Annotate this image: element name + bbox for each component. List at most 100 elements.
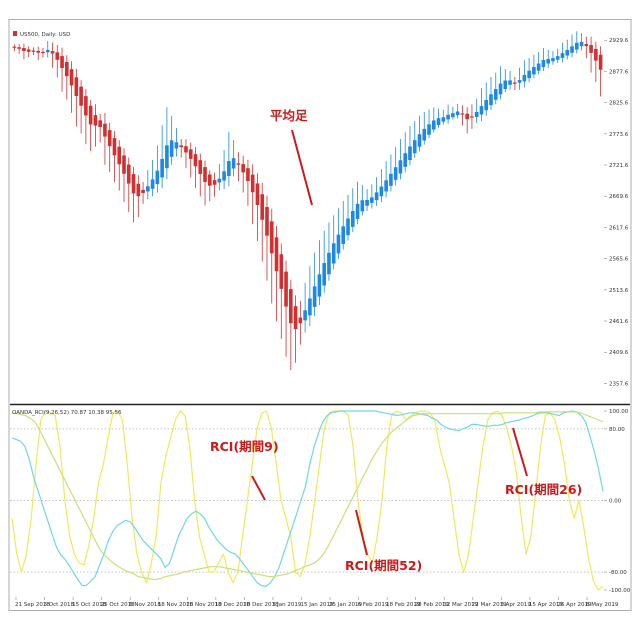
time-tick-label-20: 8 May 2019 [586,602,619,608]
candle-body [474,111,479,117]
candle-body [198,160,203,174]
candle-body [17,47,21,49]
time-tick-label-3: 25 Oct 2018 [101,602,136,608]
candle-body [303,310,307,321]
candle-body [555,56,560,60]
time-tick-label-11: 25 Jan 2019 [329,602,362,608]
candle-body [174,142,179,149]
candle-body [64,62,69,77]
candle-body [255,183,260,206]
candle-body [293,306,298,330]
candle-body [169,140,174,157]
candle-body [98,120,102,128]
candle-body [284,271,288,307]
candle-body [327,252,331,275]
symbol-icon [13,31,17,36]
candle-body [112,138,117,156]
candle-body [541,60,546,68]
rci-line-0 [11,410,604,591]
candle-body [479,106,484,115]
candle-body [274,237,279,272]
candle-body [165,145,169,169]
candle-body [441,117,446,122]
price-tick-label-11: 2357.6 [609,381,629,387]
candle-body [498,83,503,95]
candle-body [551,58,555,62]
candle-body [265,206,269,236]
candle-body [60,56,64,68]
price-pane[interactable]: 2929.6 2877.6 2825.6 2773.6 2721.6 2669.6 2617… [10,20,629,403]
candle-body [489,94,493,106]
price-tick-label-0: 2929.6 [609,38,629,44]
candle-body [141,189,145,193]
candle-body [212,180,217,185]
candle-body [126,164,131,184]
candle-body [570,46,574,53]
indicator-tick-label-3: -80.00 [609,570,627,576]
candle-body [574,42,579,50]
time-tick-label-9: 3 Jan 2019 [272,602,302,608]
time-tick-label-1: 3 Oct 2018 [44,602,75,608]
candle-body [598,54,603,70]
symbol-title: US500, Daily: USD [20,32,70,38]
candle-body [12,46,17,48]
indicator-pane[interactable]: 100.00 80.00 0.00 -80.00 -100.00 OANDA_RCI(9… [10,406,631,596]
candle-body [408,146,412,161]
candle-body [136,183,141,197]
price-tick-label-10: 2409.6 [609,350,629,356]
candle-body [41,51,45,54]
candle-body [560,53,565,58]
indicator-tick-label-4: -100.00 [609,588,631,594]
candle-body [393,167,398,180]
time-tick-label-7: 10 Dec 2018 [215,602,251,608]
candle-body [36,50,41,53]
time-tick-label-14: 28 Feb 2019 [415,602,450,608]
price-tick-label-1: 2877.6 [609,69,629,75]
candle-body [131,174,136,194]
candle-body [107,130,112,147]
candle-body [231,158,236,169]
rci-line-2 [11,411,604,580]
candle-body [422,128,427,141]
candle-body [88,105,93,125]
candle-body [546,58,551,64]
time-tick-label-4: 6 Nov 2018 [129,602,161,608]
time-tick-label-5: 18 Nov 2018 [158,602,194,608]
candle-body [69,69,74,86]
time-tick-label-17: 3 Apr 2019 [500,602,531,608]
time-tick-label-15: 12 Mar 2019 [443,602,478,608]
time-tick-label-19: 26 Apr 2019 [557,602,592,608]
price-tick-label-3: 2773.6 [609,132,629,138]
candle-body [279,254,284,289]
candle-body [217,178,222,183]
candle-body [350,211,355,227]
candle-body [298,317,303,324]
indicator-tick-label-1: 80.00 [609,427,625,433]
candle-body [579,41,584,47]
candle-body [150,179,155,189]
candle-body [465,113,469,120]
candle-body [417,134,422,147]
candle-body [260,194,265,220]
arrow-rci26 [512,427,528,477]
candle-body [389,173,393,186]
candle-body [431,120,436,130]
candle-body [222,171,226,181]
annotation-heikin-ashi: 平均足 [270,108,308,123]
candle-body [436,118,441,125]
candle-body [331,243,336,264]
indicator-tick-label-2: 0.00 [609,499,622,505]
candle-body [289,289,293,324]
candle-body [236,163,241,165]
arrow-heikin-ashi [291,129,313,206]
price-plot-area [10,20,605,403]
annotation-rci9: RCI(期間9) [210,439,279,454]
candle-body [184,146,188,153]
candle-body [427,124,431,135]
time-tick-label-2: 15 Oct 2018 [72,602,107,608]
candle-body [460,113,465,115]
candle-body [103,123,107,137]
candle-body [26,49,31,52]
